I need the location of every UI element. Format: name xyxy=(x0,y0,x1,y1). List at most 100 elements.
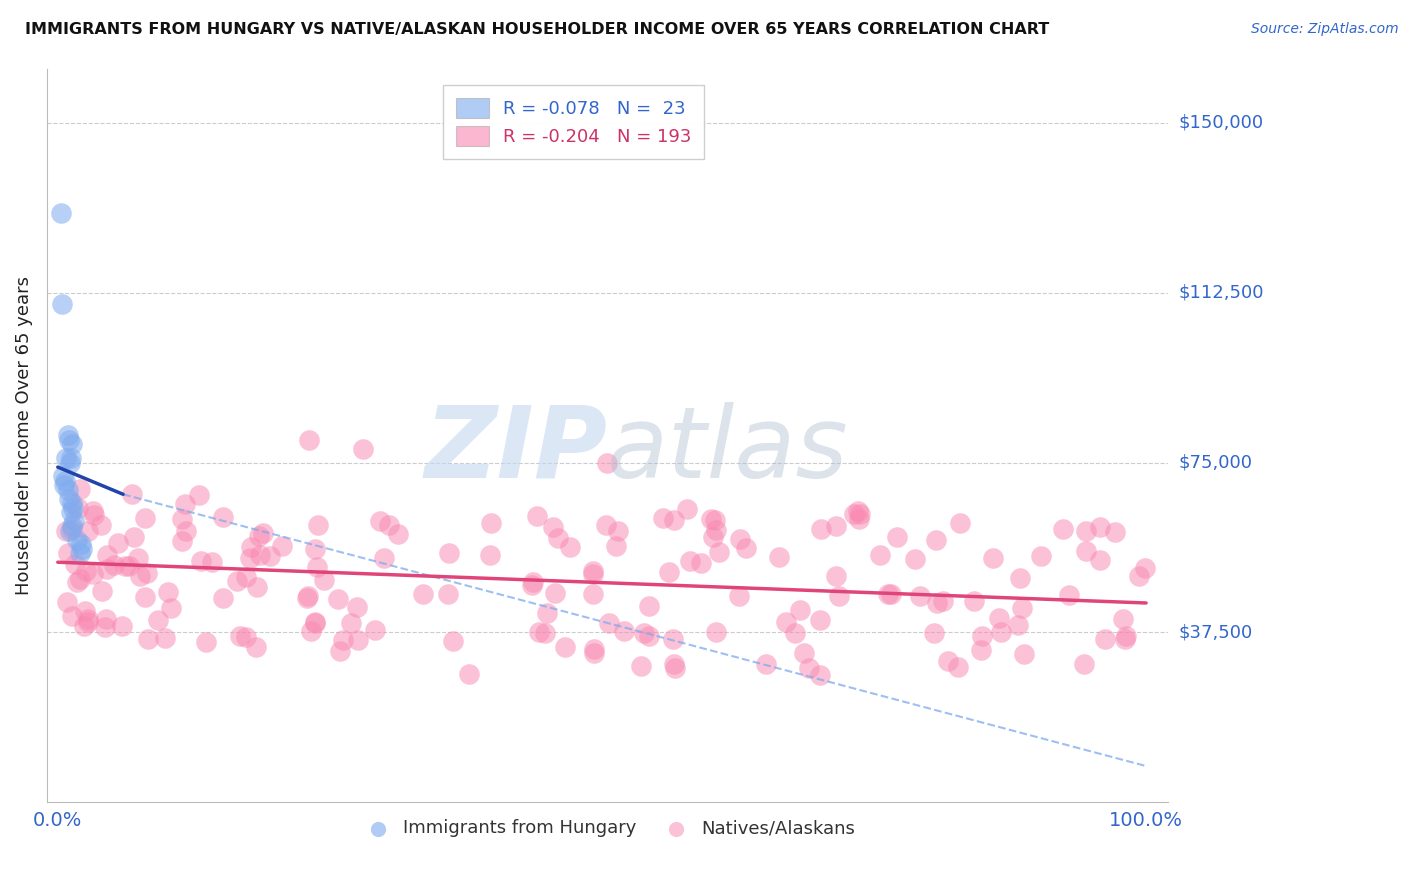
Point xyxy=(246,580,269,594)
Point xyxy=(314,574,336,588)
Point xyxy=(66,500,89,515)
Point xyxy=(121,487,143,501)
Point xyxy=(77,615,100,629)
Point xyxy=(307,517,329,532)
Point xyxy=(808,668,831,682)
Point xyxy=(136,566,159,580)
Point xyxy=(675,502,697,516)
Point xyxy=(825,569,848,583)
Text: $150,000: $150,000 xyxy=(1180,114,1264,132)
Point xyxy=(76,524,98,538)
Point xyxy=(75,564,97,578)
Point xyxy=(111,618,134,632)
Point xyxy=(1115,629,1137,643)
Point xyxy=(1073,657,1095,672)
Point xyxy=(146,613,169,627)
Point xyxy=(1076,544,1098,558)
Point xyxy=(55,524,77,538)
Point xyxy=(51,297,73,311)
Point xyxy=(70,541,93,556)
Point xyxy=(240,540,263,554)
Point xyxy=(522,578,544,592)
Point xyxy=(378,518,401,533)
Point xyxy=(298,433,321,447)
Point xyxy=(1011,601,1033,615)
Point xyxy=(62,500,84,515)
Point xyxy=(194,634,217,648)
Point xyxy=(63,515,86,529)
Point xyxy=(607,524,630,539)
Point xyxy=(544,585,567,599)
Point xyxy=(533,626,555,640)
Point xyxy=(848,512,870,526)
Point xyxy=(58,491,80,506)
Point xyxy=(1104,524,1126,539)
Point xyxy=(55,450,77,465)
Point xyxy=(810,522,832,536)
Point xyxy=(946,659,969,673)
Point xyxy=(52,469,75,483)
Point xyxy=(69,546,91,560)
Point xyxy=(412,587,434,601)
Point xyxy=(55,474,77,488)
Point xyxy=(605,539,627,553)
Point xyxy=(662,632,685,646)
Point xyxy=(704,523,727,537)
Point xyxy=(879,587,901,601)
Point xyxy=(387,527,409,541)
Point xyxy=(768,549,790,564)
Point xyxy=(1111,612,1133,626)
Point xyxy=(53,478,76,492)
Point xyxy=(932,593,955,607)
Point xyxy=(543,520,565,534)
Point xyxy=(49,206,72,220)
Legend: Immigrants from Hungary, Natives/Alaskans: Immigrants from Hungary, Natives/Alaskan… xyxy=(353,812,862,845)
Point xyxy=(582,641,605,656)
Point xyxy=(582,587,605,601)
Point xyxy=(127,550,149,565)
Point xyxy=(129,569,152,583)
Point xyxy=(728,589,751,603)
Point xyxy=(1052,521,1074,535)
Point xyxy=(936,654,959,668)
Point xyxy=(304,616,326,631)
Point xyxy=(96,548,118,562)
Point xyxy=(662,513,685,527)
Point xyxy=(582,567,605,582)
Point xyxy=(59,505,82,519)
Point xyxy=(56,428,79,442)
Point xyxy=(1094,632,1116,646)
Point xyxy=(60,437,83,451)
Point xyxy=(329,644,352,658)
Point xyxy=(56,483,79,497)
Point xyxy=(307,560,329,574)
Point xyxy=(69,572,91,586)
Point xyxy=(990,625,1012,640)
Point xyxy=(824,519,846,533)
Text: atlas: atlas xyxy=(607,401,849,499)
Point xyxy=(72,619,94,633)
Point xyxy=(554,640,576,655)
Point xyxy=(478,548,501,562)
Point xyxy=(368,514,391,528)
Point xyxy=(755,657,778,671)
Point xyxy=(94,620,117,634)
Point xyxy=(678,554,700,568)
Point xyxy=(664,661,686,675)
Point xyxy=(188,488,211,502)
Point xyxy=(652,511,675,525)
Point xyxy=(58,433,80,447)
Point xyxy=(690,556,713,570)
Point xyxy=(60,609,83,624)
Point xyxy=(114,558,136,573)
Point xyxy=(1133,560,1156,574)
Point xyxy=(103,558,125,572)
Point xyxy=(1076,524,1098,539)
Point xyxy=(170,533,193,548)
Point xyxy=(458,667,481,681)
Point xyxy=(613,624,636,639)
Point xyxy=(172,512,194,526)
Point xyxy=(352,442,374,456)
Point xyxy=(83,508,105,523)
Point xyxy=(637,599,659,613)
